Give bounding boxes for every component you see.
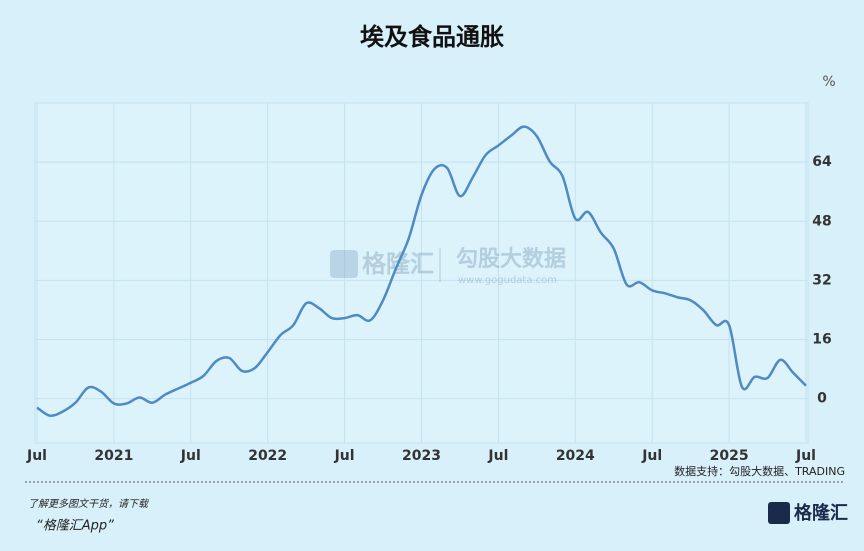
footer-app: “格隆汇App” (36, 519, 114, 534)
x-tick-label: Jul (795, 448, 816, 464)
logo: 格隆汇 (794, 502, 848, 524)
watermark-data: 勾股大数据 (456, 246, 566, 272)
x-tick-label: 2025 (710, 448, 749, 464)
footer-note: 了解更多图文干货，请下载 (28, 498, 150, 510)
x-tick-label: 2024 (556, 448, 595, 464)
source: 数据支持：勾股大数据、TRADING (674, 464, 845, 478)
chart-title: 埃及食品通胀 (360, 23, 504, 51)
x-tick-label: Jul (26, 448, 47, 464)
y-tick-label: 48 (812, 213, 831, 229)
watermark-icon (330, 250, 358, 278)
x-tick-label: Jul (180, 448, 201, 464)
line (36, 125, 807, 418)
x-tick-label: Jul (487, 448, 508, 464)
x-tick-label: 2023 (402, 448, 441, 464)
y-unit: % (822, 74, 835, 90)
x-tick-label: 2022 (248, 448, 287, 464)
logo-icon (768, 502, 790, 524)
x-tick-label: Jul (334, 448, 355, 464)
x-tick-label: 2021 (94, 448, 133, 464)
y-tick-label: 64 (812, 154, 832, 170)
y-tick-label: 16 (812, 332, 831, 348)
grid (35, 103, 808, 443)
watermark-url: www.gogudata.com (458, 275, 557, 286)
y-tick-label: 0 (817, 391, 827, 407)
x-tick-label: Jul (641, 448, 662, 464)
y-tick-label: 32 (812, 272, 831, 288)
